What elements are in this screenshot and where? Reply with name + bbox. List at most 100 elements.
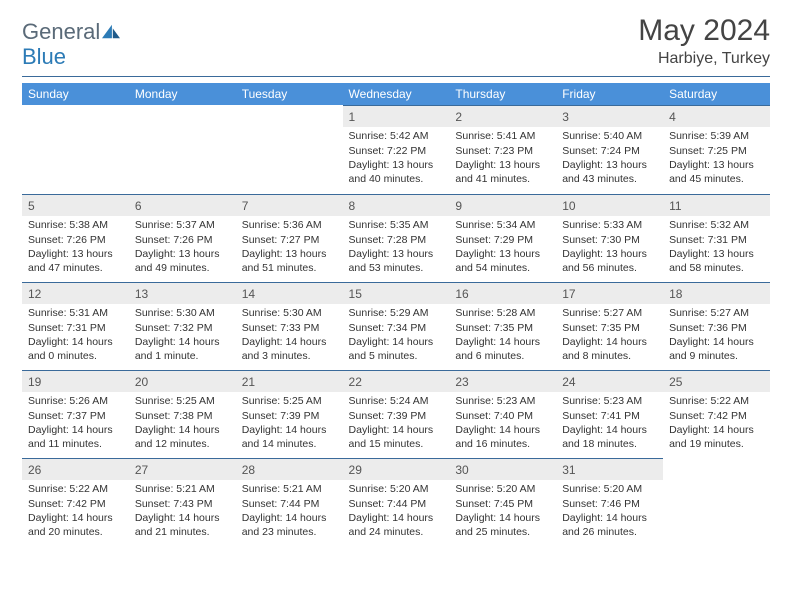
day-body: Sunrise: 5:27 AMSunset: 7:36 PMDaylight:… (663, 304, 770, 367)
day-number: 24 (556, 370, 663, 392)
daylight-text: Daylight: 14 hours and 5 minutes. (349, 335, 444, 363)
daylight-text: Daylight: 13 hours and 47 minutes. (28, 247, 123, 275)
calendar-day-cell: 20Sunrise: 5:25 AMSunset: 7:38 PMDayligh… (129, 369, 236, 457)
calendar-day-cell (129, 105, 236, 193)
calendar-day-cell: 10Sunrise: 5:33 AMSunset: 7:30 PMDayligh… (556, 193, 663, 281)
calendar-day-cell: 2Sunrise: 5:41 AMSunset: 7:23 PMDaylight… (449, 105, 556, 193)
daylight-text: Daylight: 14 hours and 18 minutes. (562, 423, 657, 451)
calendar-day-cell: 19Sunrise: 5:26 AMSunset: 7:37 PMDayligh… (22, 369, 129, 457)
daylight-text: Daylight: 13 hours and 56 minutes. (562, 247, 657, 275)
calendar-day-cell: 16Sunrise: 5:28 AMSunset: 7:35 PMDayligh… (449, 281, 556, 369)
daylight-text: Daylight: 13 hours and 41 minutes. (455, 158, 550, 186)
calendar-day-cell: 18Sunrise: 5:27 AMSunset: 7:36 PMDayligh… (663, 281, 770, 369)
daylight-text: Daylight: 14 hours and 1 minute. (135, 335, 230, 363)
sunrise-text: Sunrise: 5:25 AM (135, 394, 230, 408)
day-number: 18 (663, 282, 770, 304)
sunrise-text: Sunrise: 5:21 AM (242, 482, 337, 496)
day-body: Sunrise: 5:42 AMSunset: 7:22 PMDaylight:… (343, 127, 450, 190)
daylight-text: Daylight: 13 hours and 54 minutes. (455, 247, 550, 275)
calendar-day-cell: 14Sunrise: 5:30 AMSunset: 7:33 PMDayligh… (236, 281, 343, 369)
day-body: Sunrise: 5:29 AMSunset: 7:34 PMDaylight:… (343, 304, 450, 367)
calendar-day-cell: 24 Sunrise: 5:23 AMSunset: 7:41 PMDayligh… (556, 369, 663, 457)
weekday-header: Saturday (663, 83, 770, 105)
sunrise-text: Sunrise: 5:35 AM (349, 218, 444, 232)
day-number: 19 (22, 370, 129, 392)
day-number: 14 (236, 282, 343, 304)
day-body: Sunrise: 5:23 AMSunset: 7:40 PMDaylight:… (449, 392, 556, 455)
calendar-day-cell (663, 457, 770, 545)
day-body: Sunrise: 5:28 AMSunset: 7:35 PMDaylight:… (449, 304, 556, 367)
daylight-text: Daylight: 14 hours and 9 minutes. (669, 335, 764, 363)
daylight-text: Daylight: 14 hours and 19 minutes. (669, 423, 764, 451)
title-block: May 2024 Harbiye, Turkey (638, 14, 770, 68)
day-number: 16 (449, 282, 556, 304)
sunrise-text: Sunrise: 5:42 AM (349, 129, 444, 143)
daylight-text: Daylight: 13 hours and 58 minutes. (669, 247, 764, 275)
day-body: Sunrise: 5:26 AMSunset: 7:37 PMDaylight:… (22, 392, 129, 455)
day-body: Sunrise: 5:22 AMSunset: 7:42 PMDaylight:… (663, 392, 770, 455)
sunset-text: Sunset: 7:45 PM (455, 497, 550, 511)
header: GeneralBlue May 2024 Harbiye, Turkey (22, 14, 770, 68)
sunset-text: Sunset: 7:22 PM (349, 144, 444, 158)
daylight-text: Daylight: 13 hours and 51 minutes. (242, 247, 337, 275)
calendar-day-cell: 15Sunrise: 5:29 AMSunset: 7:34 PMDayligh… (343, 281, 450, 369)
sunset-text: Sunset: 7:40 PM (455, 409, 550, 423)
calendar-week-row: 12Sunrise: 5:31 AMSunset: 7:31 PMDayligh… (22, 281, 770, 369)
daylight-text: Daylight: 13 hours and 45 minutes. (669, 158, 764, 186)
sunrise-text: Sunrise: 5:39 AM (669, 129, 764, 143)
day-body: Sunrise: 5:30 AMSunset: 7:32 PMDaylight:… (129, 304, 236, 367)
day-number: 9 (449, 194, 556, 216)
sunset-text: Sunset: 7:31 PM (28, 321, 123, 335)
sunrise-text: Sunrise: 5:27 AM (669, 306, 764, 320)
sunset-text: Sunset: 7:41 PM (562, 409, 657, 423)
day-body: Sunrise: 5:37 AMSunset: 7:26 PMDaylight:… (129, 216, 236, 279)
day-number: 13 (129, 282, 236, 304)
sunrise-text: Sunrise: 5:23 AM (455, 394, 550, 408)
day-body: Sunrise: 5:22 AMSunset: 7:42 PMDaylight:… (22, 480, 129, 543)
calendar-day-cell: 29Sunrise: 5:20 AMSunset: 7:44 PMDayligh… (343, 457, 450, 545)
sunrise-text: Sunrise: 5:23 AM (562, 394, 657, 408)
sunrise-text: Sunrise: 5:30 AM (242, 306, 337, 320)
sunset-text: Sunset: 7:46 PM (562, 497, 657, 511)
day-number: 1 (343, 105, 450, 127)
sunrise-text: Sunrise: 5:26 AM (28, 394, 123, 408)
day-body: Sunrise: 5:31 AMSunset: 7:31 PMDaylight:… (22, 304, 129, 367)
calendar-day-cell: 6Sunrise: 5:37 AMSunset: 7:26 PMDaylight… (129, 193, 236, 281)
calendar-day-cell: 23Sunrise: 5:23 AMSunset: 7:40 PMDayligh… (449, 369, 556, 457)
calendar-day-cell: 21Sunrise: 5:25 AMSunset: 7:39 PMDayligh… (236, 369, 343, 457)
header-rule (22, 76, 770, 77)
day-number: 20 (129, 370, 236, 392)
sunset-text: Sunset: 7:39 PM (242, 409, 337, 423)
calendar-day-cell: 22Sunrise: 5:24 AMSunset: 7:39 PMDayligh… (343, 369, 450, 457)
sunrise-text: Sunrise: 5:27 AM (562, 306, 657, 320)
day-number: 23 (449, 370, 556, 392)
sunrise-text: Sunrise: 5:40 AM (562, 129, 657, 143)
sunset-text: Sunset: 7:31 PM (669, 233, 764, 247)
daylight-text: Daylight: 14 hours and 6 minutes. (455, 335, 550, 363)
calendar-day-cell: 27Sunrise: 5:21 AMSunset: 7:43 PMDayligh… (129, 457, 236, 545)
sunrise-text: Sunrise: 5:34 AM (455, 218, 550, 232)
day-number: 8 (343, 194, 450, 216)
sunrise-text: Sunrise: 5:22 AM (28, 482, 123, 496)
sunset-text: Sunset: 7:26 PM (28, 233, 123, 247)
weekday-header: Tuesday (236, 83, 343, 105)
sunrise-text: Sunrise: 5:33 AM (562, 218, 657, 232)
sunrise-text: Sunrise: 5:21 AM (135, 482, 230, 496)
day-number: 5 (22, 194, 129, 216)
daylight-text: Daylight: 13 hours and 53 minutes. (349, 247, 444, 275)
day-body: Sunrise: 5:20 AMSunset: 7:44 PMDaylight:… (343, 480, 450, 543)
calendar-day-cell: 7Sunrise: 5:36 AMSunset: 7:27 PMDaylight… (236, 193, 343, 281)
calendar-week-row: 19Sunrise: 5:26 AMSunset: 7:37 PMDayligh… (22, 369, 770, 457)
sunrise-text: Sunrise: 5:24 AM (349, 394, 444, 408)
sunset-text: Sunset: 7:37 PM (28, 409, 123, 423)
calendar-week-row: 1Sunrise: 5:42 AMSunset: 7:22 PMDaylight… (22, 105, 770, 193)
sunrise-text: Sunrise: 5:30 AM (135, 306, 230, 320)
daylight-text: Daylight: 14 hours and 16 minutes. (455, 423, 550, 451)
weekday-header: Wednesday (343, 83, 450, 105)
sunset-text: Sunset: 7:44 PM (242, 497, 337, 511)
sunset-text: Sunset: 7:34 PM (349, 321, 444, 335)
day-number: 4 (663, 105, 770, 127)
daylight-text: Daylight: 14 hours and 26 minutes. (562, 511, 657, 539)
sunrise-text: Sunrise: 5:29 AM (349, 306, 444, 320)
day-body: Sunrise: 5:38 AMSunset: 7:26 PMDaylight:… (22, 216, 129, 279)
